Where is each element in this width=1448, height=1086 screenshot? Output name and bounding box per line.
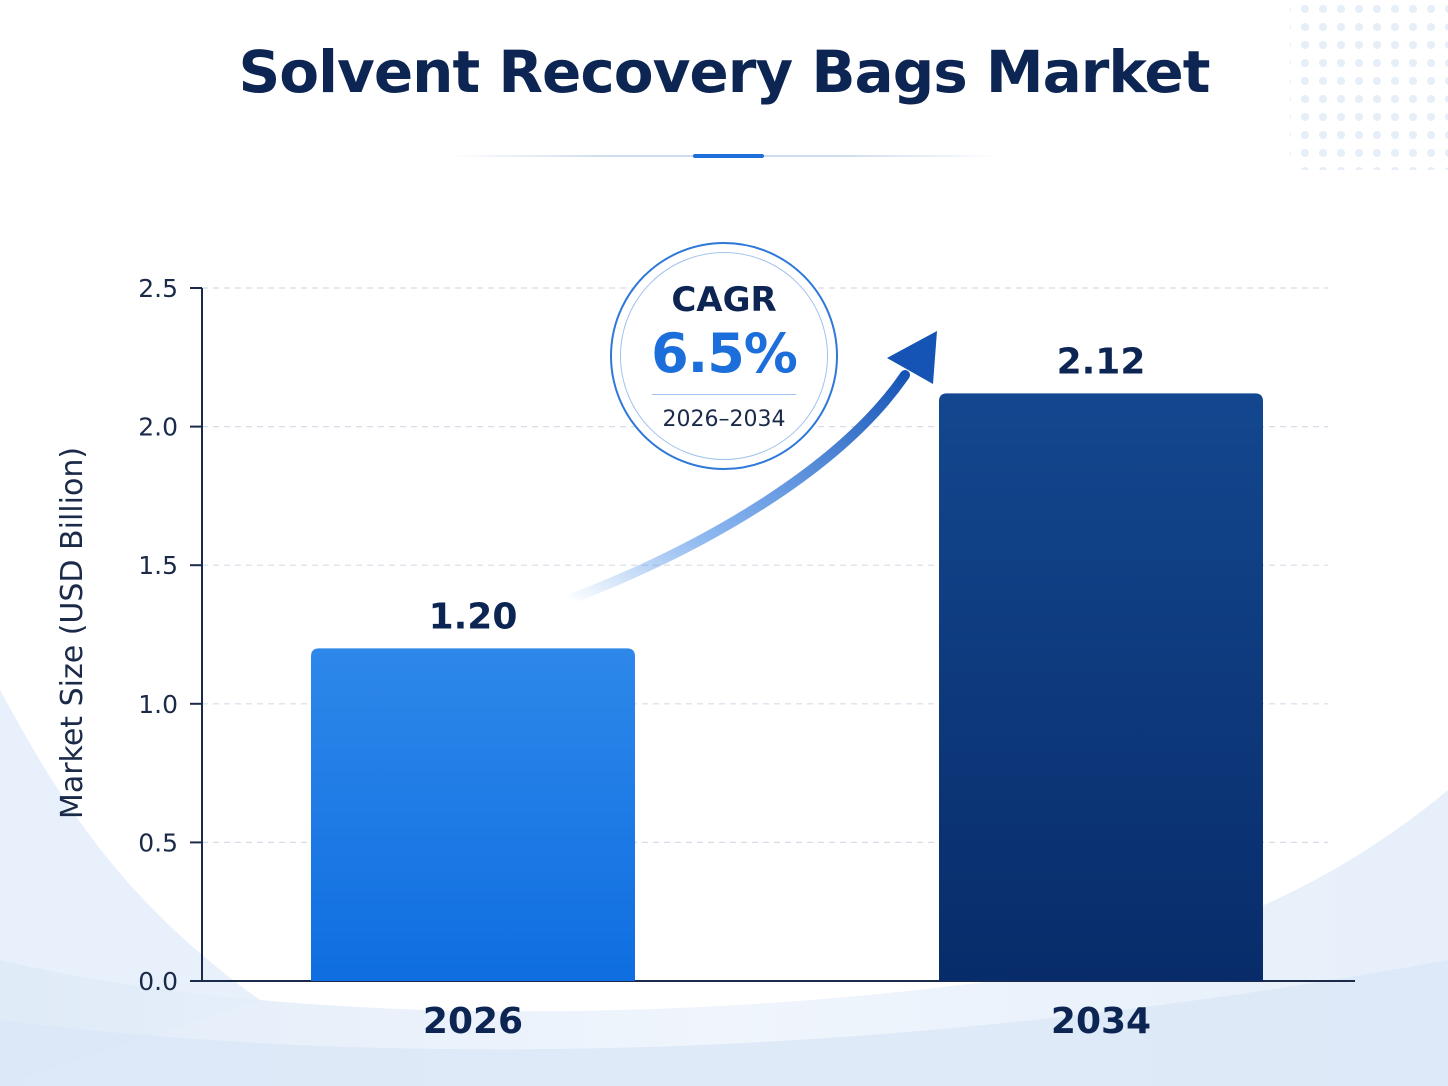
cagr-period: 2026–2034 bbox=[662, 407, 786, 432]
growth-arrow bbox=[563, 370, 910, 605]
cagr-label: CAGR bbox=[671, 280, 777, 320]
x-tick-label-2034: 2034 bbox=[1051, 1001, 1151, 1042]
y-tick-label: 1.5 bbox=[138, 551, 178, 580]
value-label-2034: 2.12 bbox=[1057, 341, 1146, 382]
bars bbox=[311, 393, 1263, 981]
value-label-2026: 1.20 bbox=[429, 596, 518, 637]
cagr-value: 6.5% bbox=[651, 322, 798, 385]
chart-title: Solvent Recovery Bags Market bbox=[238, 38, 1211, 106]
cagr-divider bbox=[652, 394, 796, 395]
y-tick-label: 1.0 bbox=[138, 690, 178, 719]
y-tick-label: 0.0 bbox=[138, 967, 178, 996]
cagr-badge-ring bbox=[620, 252, 828, 460]
bar-2034 bbox=[939, 393, 1263, 981]
y-tick-label: 0.5 bbox=[138, 828, 178, 857]
y-tick-label: 2.0 bbox=[138, 413, 178, 442]
growth-arrow-head bbox=[887, 331, 937, 384]
y-tick-label: 2.5 bbox=[138, 274, 178, 303]
bar-2026 bbox=[311, 648, 635, 981]
x-tick-label-2026: 2026 bbox=[423, 1001, 523, 1042]
y-axis-title: Market Size (USD Billion) bbox=[55, 447, 90, 819]
title-divider-accent bbox=[693, 154, 764, 158]
labels: 0.0 0.5 1.0 1.5 2.0 2.5 Market Size (USD Billi… bbox=[55, 274, 1151, 1042]
cagr-badge: CAGR 6.5% 2026–2034 bbox=[610, 242, 838, 470]
